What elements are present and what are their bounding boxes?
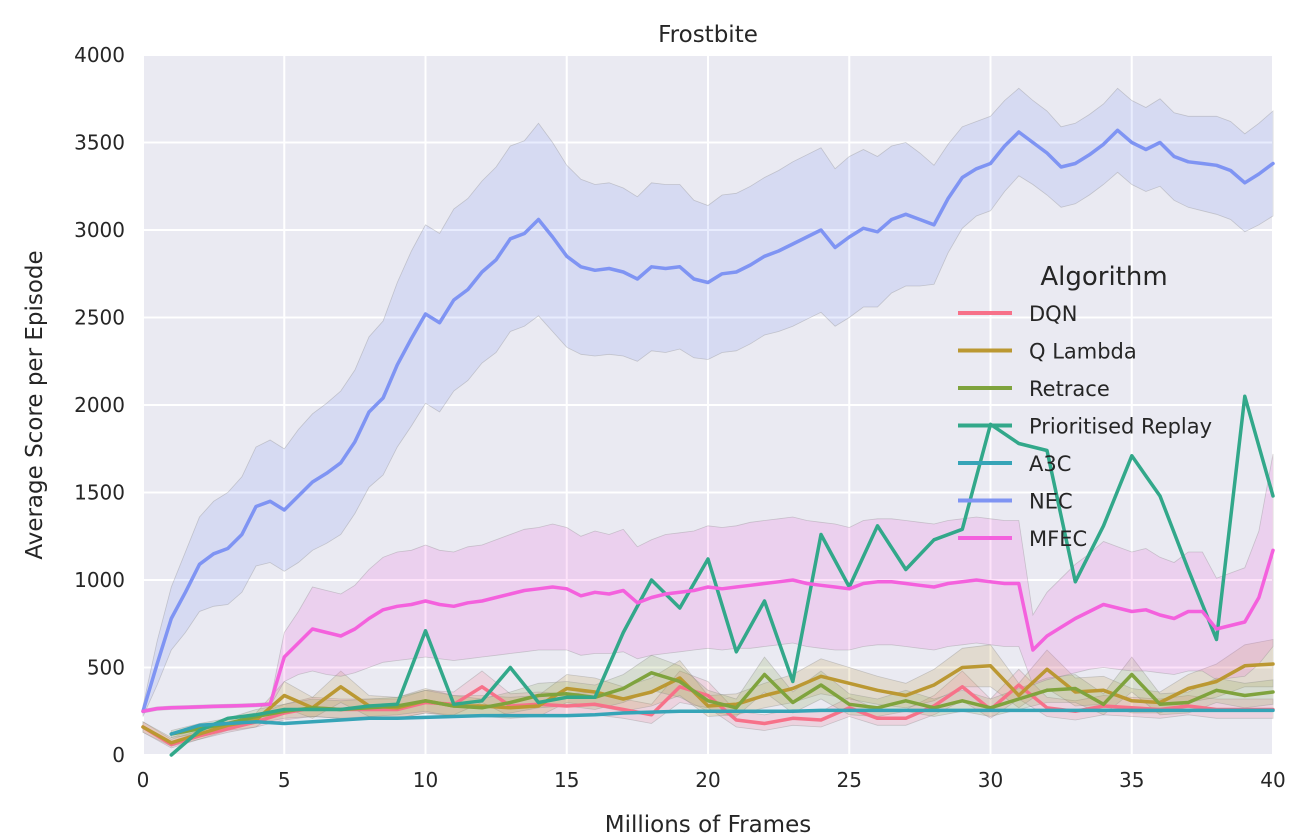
- legend-title: Algorithm: [1040, 262, 1167, 292]
- x-tick-label: 5: [278, 768, 291, 792]
- x-tick-label: 0: [137, 768, 150, 792]
- y-tick-label: 1500: [74, 481, 125, 505]
- y-tick-label: 500: [87, 656, 125, 680]
- series-line-prioritised-replay: [169, 394, 1275, 757]
- x-tick-labels: 0 5 10 15 20 25 30 35 40: [137, 768, 1286, 792]
- x-axis-label: Millions of Frames: [605, 812, 811, 838]
- x-tick-label: 15: [554, 768, 579, 792]
- legend-label-prioritised-replay: Prioritised Replay: [1029, 415, 1212, 439]
- legend-label-mfec: MFEC: [1029, 527, 1087, 551]
- y-tick-label: 2000: [74, 393, 125, 417]
- y-axis-label: Average Score per Episode: [22, 250, 48, 559]
- y-tick-label: 0: [112, 743, 125, 767]
- band-retrace: [170, 654, 1274, 738]
- y-tick-label: 3500: [74, 131, 125, 155]
- legend-label-q-lambda: Q Lambda: [1029, 340, 1137, 364]
- y-tick-label: 3000: [74, 218, 125, 242]
- x-tick-label: 35: [1119, 768, 1144, 792]
- band-mfec: [142, 453, 1274, 714]
- y-tick-label: 2500: [74, 306, 125, 330]
- legend-label-retrace: Retrace: [1029, 377, 1110, 401]
- y-tick-label: 4000: [74, 43, 125, 67]
- x-tick-label: 10: [413, 768, 438, 792]
- series-line-nec: [141, 128, 1275, 714]
- chart-title: Frostbite: [658, 22, 758, 48]
- x-tick-label: 40: [1260, 768, 1285, 792]
- legend-label-a3c: A3C: [1029, 452, 1071, 476]
- series-lines: [141, 128, 1275, 757]
- x-tick-label: 30: [978, 768, 1003, 792]
- legend-label-dqn: DQN: [1029, 302, 1077, 326]
- series-line-q-lambda: [141, 662, 1275, 745]
- series-line-mfec: [141, 548, 1275, 714]
- legend: Algorithm DQN Q Lambda Retrace Prioritised …: [958, 262, 1212, 551]
- grid-lines: [142, 54, 1274, 756]
- legend-label-nec: NEC: [1029, 490, 1073, 514]
- x-tick-label: 25: [837, 768, 862, 792]
- band-nec: [142, 87, 1274, 717]
- y-tick-label: 1000: [74, 568, 125, 592]
- y-tick-labels: 0 500 1000 1500 2000 2500 3000 3500 4000: [74, 43, 125, 767]
- x-tick-label: 20: [695, 768, 720, 792]
- series-line-a3c: [169, 708, 1275, 736]
